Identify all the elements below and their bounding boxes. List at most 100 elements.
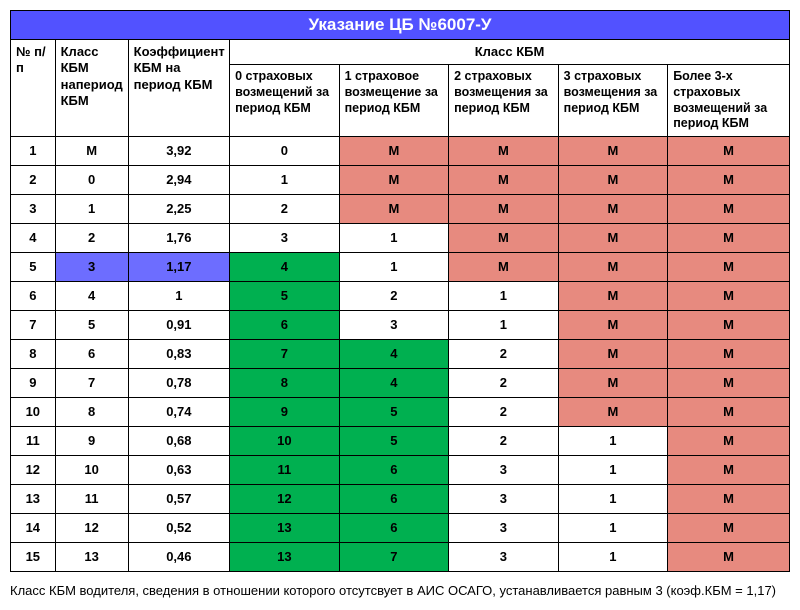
cell-cls: 7 bbox=[55, 368, 128, 397]
cell-c2: 1 bbox=[449, 310, 559, 339]
cell-c2: 2 bbox=[449, 426, 559, 455]
table-row: 13110,5712631М bbox=[11, 484, 790, 513]
table-row: 531,1741МММ bbox=[11, 252, 790, 281]
cell-n: 7 bbox=[11, 310, 56, 339]
cell-c4: М bbox=[668, 368, 790, 397]
cell-cls: 4 bbox=[55, 281, 128, 310]
table-row: 750,91631ММ bbox=[11, 310, 790, 339]
cell-c3: М bbox=[558, 136, 668, 165]
cell-c0: 12 bbox=[230, 484, 340, 513]
cell-c0: 3 bbox=[230, 223, 340, 252]
cell-c1: 4 bbox=[339, 339, 449, 368]
table-row: 1080,74952ММ bbox=[11, 397, 790, 426]
cell-c2: М bbox=[449, 223, 559, 252]
cell-coef: 1,17 bbox=[128, 252, 229, 281]
cell-c1: 4 bbox=[339, 368, 449, 397]
cell-c4: М bbox=[668, 426, 790, 455]
cell-coef: 0,91 bbox=[128, 310, 229, 339]
cell-c2: 3 bbox=[449, 455, 559, 484]
cell-n: 11 bbox=[11, 426, 56, 455]
header-coef: Коэффициент КБМ на период КБМ bbox=[128, 40, 229, 137]
cell-c1: 6 bbox=[339, 455, 449, 484]
cell-c2: 2 bbox=[449, 397, 559, 426]
cell-coef: 0,63 bbox=[128, 455, 229, 484]
cell-c0: 2 bbox=[230, 194, 340, 223]
cell-cls: 5 bbox=[55, 310, 128, 339]
cell-coef: 2,25 bbox=[128, 194, 229, 223]
kbm-table: Указание ЦБ №6007-У № п/п Класс КБМ напе… bbox=[10, 10, 790, 572]
cell-c3: 1 bbox=[558, 513, 668, 542]
cell-c1: М bbox=[339, 136, 449, 165]
cell-c0: 7 bbox=[230, 339, 340, 368]
cell-n: 5 bbox=[11, 252, 56, 281]
table-row: 202,941ММММ bbox=[11, 165, 790, 194]
cell-c1: 3 bbox=[339, 310, 449, 339]
cell-c3: 1 bbox=[558, 484, 668, 513]
cell-cls: 2 bbox=[55, 223, 128, 252]
cell-c2: М bbox=[449, 194, 559, 223]
table-row: 12100,6311631М bbox=[11, 455, 790, 484]
cell-c3: М bbox=[558, 397, 668, 426]
cell-n: 12 bbox=[11, 455, 56, 484]
cell-c0: 13 bbox=[230, 513, 340, 542]
cell-n: 14 bbox=[11, 513, 56, 542]
cell-c2: 3 bbox=[449, 513, 559, 542]
cell-c4: М bbox=[668, 281, 790, 310]
table-row: 14120,5213631М bbox=[11, 513, 790, 542]
cell-c1: М bbox=[339, 194, 449, 223]
cell-cls: 11 bbox=[55, 484, 128, 513]
cell-c3: М bbox=[558, 368, 668, 397]
cell-coef: 1,76 bbox=[128, 223, 229, 252]
cell-coef: 0,52 bbox=[128, 513, 229, 542]
cell-cls: 3 bbox=[55, 252, 128, 281]
cell-c3: 1 bbox=[558, 455, 668, 484]
cell-c1: 6 bbox=[339, 513, 449, 542]
cell-c1: М bbox=[339, 165, 449, 194]
cell-c3: М bbox=[558, 252, 668, 281]
header-group: Класс КБМ bbox=[230, 40, 790, 65]
cell-coef: 0,74 bbox=[128, 397, 229, 426]
cell-coef: 0,68 bbox=[128, 426, 229, 455]
cell-c2: М bbox=[449, 252, 559, 281]
table-row: 641521ММ bbox=[11, 281, 790, 310]
cell-c4: М bbox=[668, 310, 790, 339]
cell-c4: М bbox=[668, 136, 790, 165]
cell-cls: 6 bbox=[55, 339, 128, 368]
header-c1: 1 страховое возмещение за период КБМ bbox=[339, 65, 449, 137]
cell-c1: 1 bbox=[339, 223, 449, 252]
cell-c3: 1 bbox=[558, 426, 668, 455]
table-row: 1190,6810521М bbox=[11, 426, 790, 455]
cell-c4: М bbox=[668, 252, 790, 281]
cell-c2: М bbox=[449, 165, 559, 194]
cell-c1: 6 bbox=[339, 484, 449, 513]
cell-c0: 11 bbox=[230, 455, 340, 484]
cell-c2: 2 bbox=[449, 339, 559, 368]
cell-n: 13 bbox=[11, 484, 56, 513]
cell-c3: М bbox=[558, 339, 668, 368]
cell-coef: 0,83 bbox=[128, 339, 229, 368]
cell-c3: 1 bbox=[558, 542, 668, 571]
cell-c4: М bbox=[668, 339, 790, 368]
cell-c1: 1 bbox=[339, 252, 449, 281]
table-row: 15130,4613731М bbox=[11, 542, 790, 571]
table-body: 1М3,920ММММ202,941ММММ312,252ММММ421,763… bbox=[11, 136, 790, 571]
cell-n: 10 bbox=[11, 397, 56, 426]
cell-c1: 2 bbox=[339, 281, 449, 310]
cell-cls: 0 bbox=[55, 165, 128, 194]
cell-c0: 4 bbox=[230, 252, 340, 281]
cell-c2: 1 bbox=[449, 281, 559, 310]
cell-cls: 9 bbox=[55, 426, 128, 455]
cell-n: 1 bbox=[11, 136, 56, 165]
cell-c0: 10 bbox=[230, 426, 340, 455]
cell-c2: 3 bbox=[449, 484, 559, 513]
cell-n: 3 bbox=[11, 194, 56, 223]
cell-c0: 6 bbox=[230, 310, 340, 339]
cell-c4: М bbox=[668, 397, 790, 426]
cell-coef: 0,57 bbox=[128, 484, 229, 513]
cell-c1: 7 bbox=[339, 542, 449, 571]
cell-cls: 1 bbox=[55, 194, 128, 223]
cell-c4: М bbox=[668, 484, 790, 513]
cell-c3: М bbox=[558, 194, 668, 223]
cell-coef: 0,78 bbox=[128, 368, 229, 397]
cell-c4: М bbox=[668, 455, 790, 484]
